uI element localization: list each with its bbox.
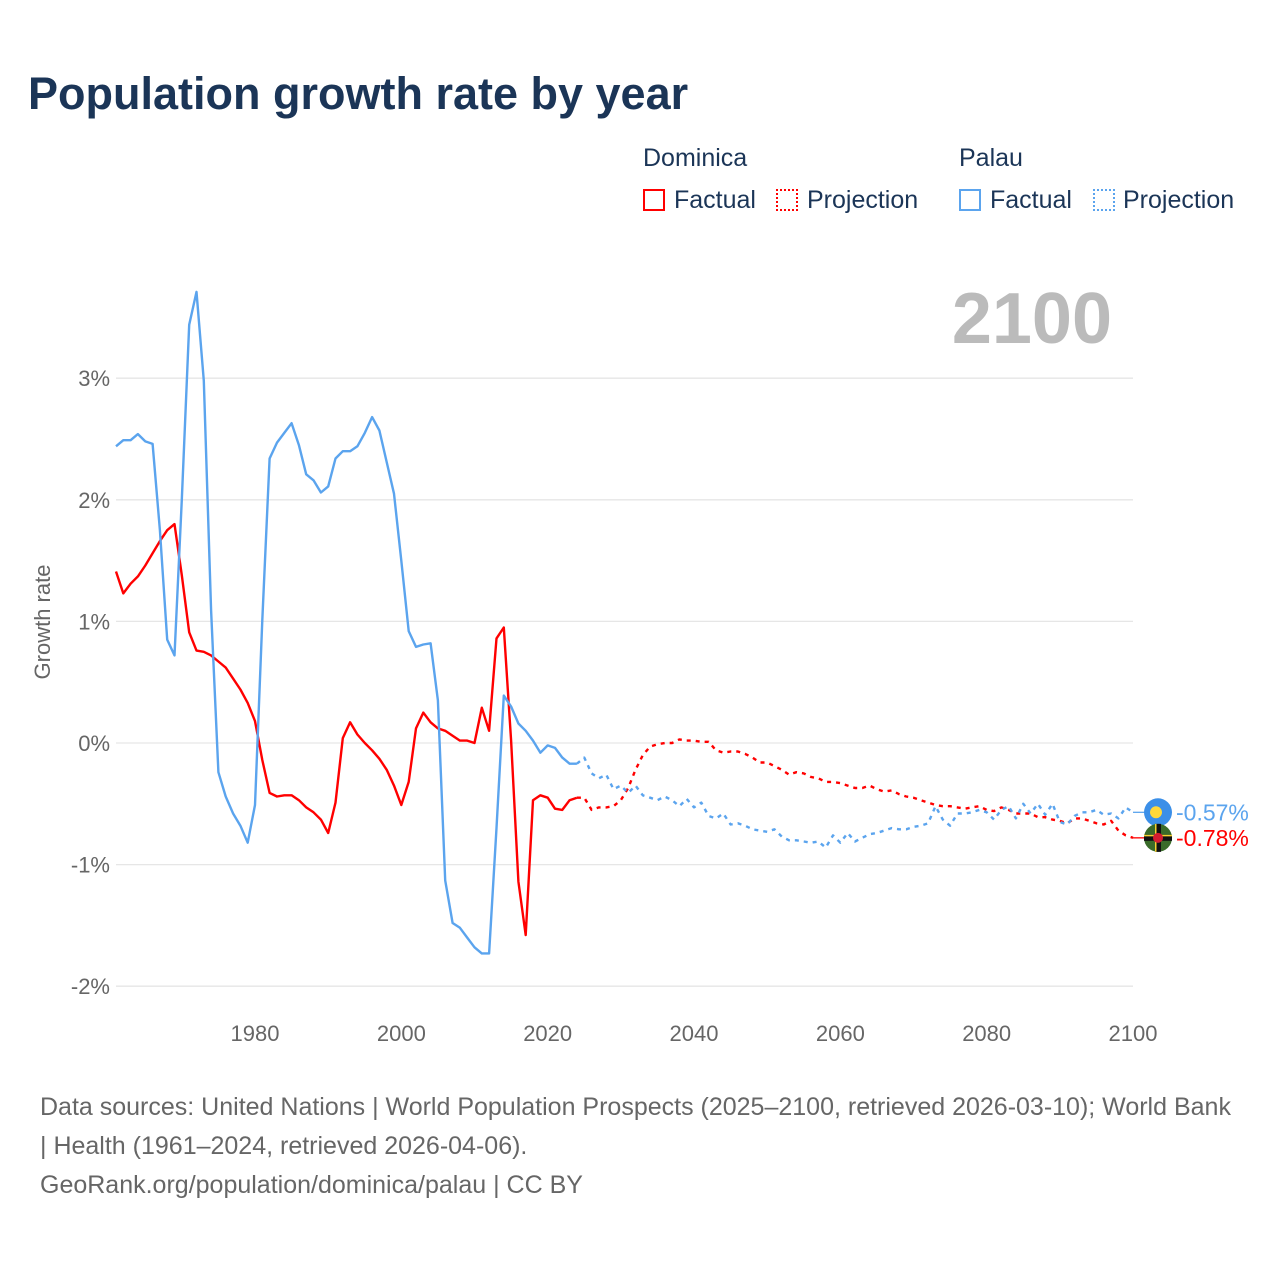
legend-label-palau-projection[interactable]: Projection	[1123, 186, 1235, 214]
source-text: Data sources: United Nations | World Pop…	[40, 1093, 1231, 1160]
legend-swatch-dominica-projection[interactable]	[776, 189, 798, 211]
flag-disc	[1153, 832, 1163, 843]
palau-factual-line	[115, 290, 577, 955]
y-tick-label: 2%	[78, 488, 110, 513]
legend-label-palau-factual[interactable]: Factual	[990, 186, 1072, 214]
palau-flag-icon	[1144, 798, 1172, 827]
dominica-factual-line	[114, 522, 578, 937]
y-tick-label: -1%	[71, 853, 110, 878]
x-tick-label: 2020	[523, 1021, 572, 1046]
legend-swatch-palau-projection[interactable]	[1093, 189, 1115, 211]
legend-swatch-palau-factual[interactable]	[959, 189, 981, 211]
legend-swatch-dominica-factual[interactable]	[643, 189, 665, 211]
x-tick-label: 1980	[231, 1021, 280, 1046]
y-tick-label: -2%	[71, 974, 110, 999]
x-tick-label: 2040	[670, 1021, 719, 1046]
legend-label-dominica-factual[interactable]: Factual	[674, 186, 756, 214]
dominica-projection-line	[576, 738, 1134, 839]
end-value-dominica: -0.78%	[1176, 825, 1249, 851]
plot-area: 2100 Growth rate 3% 2% 1% 0% -1% -2% 1980 2000 2…	[30, 279, 1249, 1046]
y-axis-label: Growth rate	[30, 565, 55, 680]
x-tick-label: 2080	[962, 1021, 1011, 1046]
source-link[interactable]: GeoRank.org/population/dominica/palau | …	[40, 1171, 583, 1199]
x-tick-label: 2100	[1109, 1021, 1158, 1046]
y-tick-label: 3%	[78, 366, 110, 391]
y-tick-label: 1%	[78, 609, 110, 634]
end-value-palau: -0.57%	[1176, 799, 1249, 825]
x-tick-label: 2060	[816, 1021, 865, 1046]
y-tick-label: 0%	[78, 731, 110, 756]
x-tick-label: 2000	[377, 1021, 426, 1046]
flag-disc	[1150, 806, 1162, 819]
legend-group-palau: Palau	[959, 144, 1023, 172]
chart-title: Population growth rate by year	[28, 68, 689, 119]
legend-group-dominica: Dominica	[643, 144, 748, 172]
legend-label-dominica-projection[interactable]: Projection	[807, 186, 919, 214]
palau-projection-line	[576, 756, 1134, 849]
source-note: Data sources: United Nations | World Pop…	[40, 1088, 1240, 1205]
dominica-flag-icon	[1144, 823, 1172, 852]
year-label: 2100	[952, 279, 1112, 359]
